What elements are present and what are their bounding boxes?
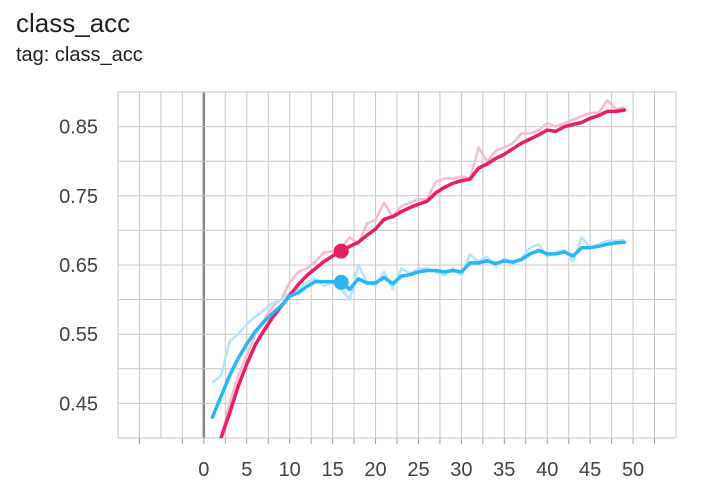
x-tick-label: 50 bbox=[622, 459, 644, 481]
y-tick-label: 0.55 bbox=[59, 324, 98, 346]
series-2-highlight-point bbox=[333, 274, 349, 290]
x-tick-label: 5 bbox=[241, 459, 252, 481]
series-1-highlight-point bbox=[333, 243, 349, 259]
x-tick-label: 20 bbox=[364, 459, 386, 481]
x-tick-label: 15 bbox=[321, 459, 343, 481]
x-tick-label: 0 bbox=[198, 459, 209, 481]
chart-subtitle: tag: class_acc bbox=[16, 44, 143, 66]
series-layer bbox=[210, 99, 627, 438]
grid-layer bbox=[117, 91, 677, 439]
chart-title: class_acc bbox=[16, 8, 131, 38]
x-tick-label: 35 bbox=[493, 459, 515, 481]
series-1-smoothed-line bbox=[219, 108, 627, 438]
series-1-raw-line bbox=[219, 99, 625, 438]
x-tick-label: 25 bbox=[407, 459, 429, 481]
x-tick-label: 30 bbox=[450, 459, 472, 481]
y-tick-label: 0.45 bbox=[59, 393, 98, 415]
y-tick-label: 0.65 bbox=[59, 255, 98, 277]
x-tick-label: 10 bbox=[279, 459, 301, 481]
plot-lines bbox=[210, 99, 627, 438]
series-2-smoothed-line bbox=[210, 240, 627, 419]
y-tick-label: 0.85 bbox=[59, 117, 98, 139]
tick-label-layer: 0 5 10 15 20 25 30 35 40 45 50 0.45 0.55 0.65 0.75 0.85 bbox=[59, 117, 656, 481]
x-tick-label: 40 bbox=[536, 459, 558, 481]
x-tick-label: 45 bbox=[579, 459, 601, 481]
y-tick-label: 0.75 bbox=[59, 186, 98, 208]
